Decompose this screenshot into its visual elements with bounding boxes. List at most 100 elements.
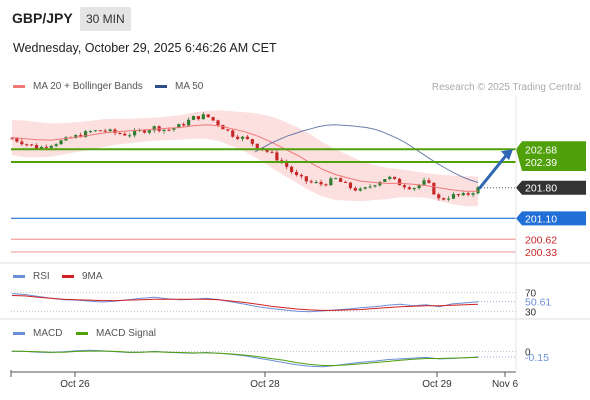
candle <box>108 129 112 132</box>
candle <box>294 172 299 176</box>
x-tick-label: Nov 6 <box>492 379 519 390</box>
last-price-label-box <box>516 180 586 195</box>
rsi-ref-label: 70 <box>525 289 537 300</box>
forecast-arrow-shaft <box>478 152 509 190</box>
candle <box>167 129 171 131</box>
candle <box>221 125 225 130</box>
candle <box>59 140 63 145</box>
forecast-arrow-head <box>501 149 513 161</box>
candle <box>186 119 191 126</box>
candle <box>83 131 88 138</box>
candle <box>412 188 416 190</box>
candle <box>285 162 289 167</box>
bollinger-band <box>12 110 478 207</box>
candle <box>113 129 117 134</box>
candle <box>88 131 93 133</box>
candle <box>30 144 34 146</box>
candle <box>417 184 421 189</box>
candle <box>427 180 431 183</box>
candle <box>216 120 220 126</box>
candle <box>432 182 436 195</box>
candle <box>334 178 338 180</box>
candle <box>211 117 215 121</box>
candle <box>133 130 137 136</box>
ma20-line <box>11 124 478 192</box>
x-tick-label: Oct 28 <box>250 379 280 390</box>
candle <box>324 184 328 186</box>
candle <box>128 135 132 137</box>
last-price-label: 201.80 <box>525 183 557 195</box>
interval-button[interactable]: 30 MIN <box>80 7 131 31</box>
rsi-ref-label: 30 <box>525 307 537 318</box>
candle <box>172 128 176 130</box>
candle <box>250 139 254 144</box>
candle <box>456 194 460 196</box>
candle <box>240 136 245 139</box>
legend-label: 9MA <box>82 271 103 282</box>
candle <box>451 194 456 199</box>
legend-label: MACD Signal <box>96 328 156 339</box>
candle <box>182 124 186 126</box>
legend-swatch <box>13 332 25 335</box>
macd-zero-label: 0 <box>525 347 531 358</box>
candle <box>363 187 367 189</box>
candle <box>383 179 387 182</box>
legend-label: RSI <box>33 271 50 282</box>
candle <box>319 182 323 185</box>
candle <box>461 193 465 196</box>
legend-label: MA 50 <box>175 81 204 92</box>
candle <box>397 178 402 186</box>
candle <box>339 178 343 182</box>
candle <box>353 188 357 191</box>
candle <box>206 114 210 118</box>
legend-label: MACD <box>33 328 62 339</box>
candle <box>236 136 240 139</box>
candle <box>466 193 470 195</box>
candle <box>309 181 313 183</box>
candle <box>231 130 235 137</box>
legend-swatch <box>13 85 25 88</box>
candle <box>123 133 127 136</box>
candle <box>343 181 348 183</box>
candle <box>74 135 78 138</box>
legend-swatch <box>13 275 25 278</box>
candle <box>10 138 14 140</box>
candle <box>118 133 122 135</box>
chart-datetime: Wednesday, October 29, 2025 6:46:26 AM C… <box>13 41 277 55</box>
candle <box>368 186 372 188</box>
candle <box>54 144 58 146</box>
legend-swatch <box>155 85 167 88</box>
legend-label: MA 20 + Bollinger Bands <box>33 81 143 92</box>
candle <box>476 187 480 194</box>
candle <box>437 194 441 199</box>
candle <box>275 152 279 161</box>
candle <box>142 130 147 133</box>
candle <box>471 193 475 195</box>
candle <box>177 124 181 129</box>
candle <box>373 185 377 187</box>
candle <box>201 114 205 120</box>
candle <box>402 185 407 188</box>
candle <box>299 175 304 177</box>
rsi-ma-line <box>11 295 479 311</box>
candle <box>25 144 29 146</box>
candle <box>393 176 397 179</box>
candle <box>152 126 156 131</box>
candle <box>15 138 19 142</box>
candle <box>388 176 392 180</box>
candle <box>422 180 426 185</box>
rsi-value-label: 50.61 <box>525 297 551 309</box>
candle <box>34 145 39 150</box>
candle <box>191 116 196 120</box>
candle <box>162 129 166 132</box>
legend-swatch <box>76 332 88 335</box>
candle <box>39 146 44 150</box>
resistance-label-1: 202.68 <box>525 144 557 156</box>
candle <box>49 145 53 148</box>
candle <box>442 198 446 200</box>
candle <box>348 182 353 189</box>
macd-line <box>12 349 479 368</box>
macd-signal-line <box>11 350 479 366</box>
rsi-line <box>11 293 479 313</box>
candle <box>98 130 102 132</box>
